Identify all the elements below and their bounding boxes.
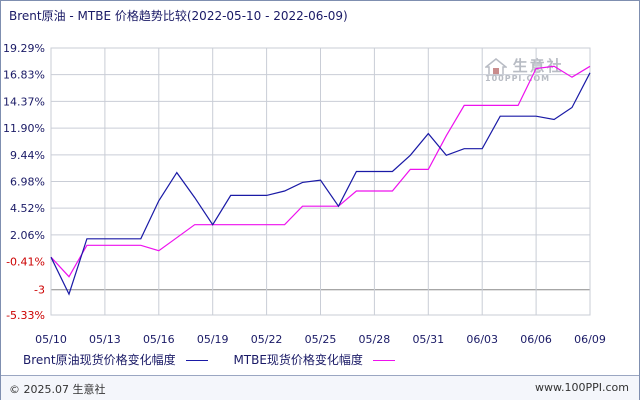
legend-swatch-brent: [185, 360, 208, 361]
y-tick-label: 19.29%: [3, 42, 45, 55]
legend-label-mtbe: MTBE现货价格变化幅度: [233, 353, 363, 367]
watermark-logo: 生意社 100PPI.COM: [483, 55, 564, 83]
y-tick-label: 9.44%: [10, 149, 45, 162]
x-tick-label: 05/22: [251, 333, 283, 346]
y-tick-label: 16.83%: [3, 69, 45, 82]
y-tick-label: 2.06%: [10, 229, 45, 242]
watermark-site: 100PPI.COM: [485, 74, 551, 83]
y-tick-labels: 19.29% 16.83% 14.37% 11.90% 9.44% 6.98% 4.52% 2…: [3, 42, 45, 322]
x-tick-label: 06/03: [466, 333, 498, 346]
x-tick-labels: 05/10 05/13 05/16 05/19 05/22 05/25 05/28 05/31…: [35, 333, 606, 346]
x-tick-label: 06/09: [574, 333, 606, 346]
series-layer: [50, 65, 591, 296]
x-tick-label: 05/16: [143, 333, 175, 346]
x-tick-label: 05/28: [359, 333, 391, 346]
legend-item-mtbe: MTBE现货价格变化幅度: [233, 351, 395, 368]
legend-label-brent: Brent原油现货价格变化幅度: [23, 353, 176, 367]
x-tick-label: 05/13: [89, 333, 121, 346]
y-tick-label: 14.37%: [3, 95, 45, 108]
x-tick-label: 05/19: [197, 333, 229, 346]
legend-swatch-mtbe: [372, 360, 395, 361]
watermark-name: 生意社: [512, 57, 564, 75]
footer-copyright: © 2025.07 生意社: [9, 383, 106, 396]
y-tick-label: -3: [34, 284, 45, 297]
y-tick-label: 11.90%: [3, 122, 45, 135]
y-tick-label: -0.41%: [6, 256, 45, 269]
x-tick-label: 06/06: [520, 333, 552, 346]
house-icon: [483, 57, 509, 76]
footer-url[interactable]: www.100PPI.com: [535, 381, 629, 394]
y-tick-label: 4.52%: [10, 202, 45, 215]
chart-title: Brent原油 - MTBE 价格趋势比较(2022-05-10 - 2022-…: [9, 9, 348, 23]
footer: © 2025.07 生意社 www.100PPI.com: [1, 375, 639, 400]
y-tick-label: -5.33%: [6, 309, 45, 322]
legend-item-brent: Brent原油现货价格变化幅度: [23, 351, 208, 368]
legend: Brent原油现货价格变化幅度 MTBE现货价格变化幅度: [23, 351, 417, 368]
x-tick-label: 05/31: [412, 333, 444, 346]
x-tick-label: 05/10: [35, 333, 67, 346]
y-tick-label: 6.98%: [10, 176, 45, 189]
x-tick-label: 05/25: [305, 333, 337, 346]
grid-layer: [50, 47, 591, 316]
series-line-brent: [50, 72, 591, 296]
series-line-mtbe: [50, 65, 591, 278]
